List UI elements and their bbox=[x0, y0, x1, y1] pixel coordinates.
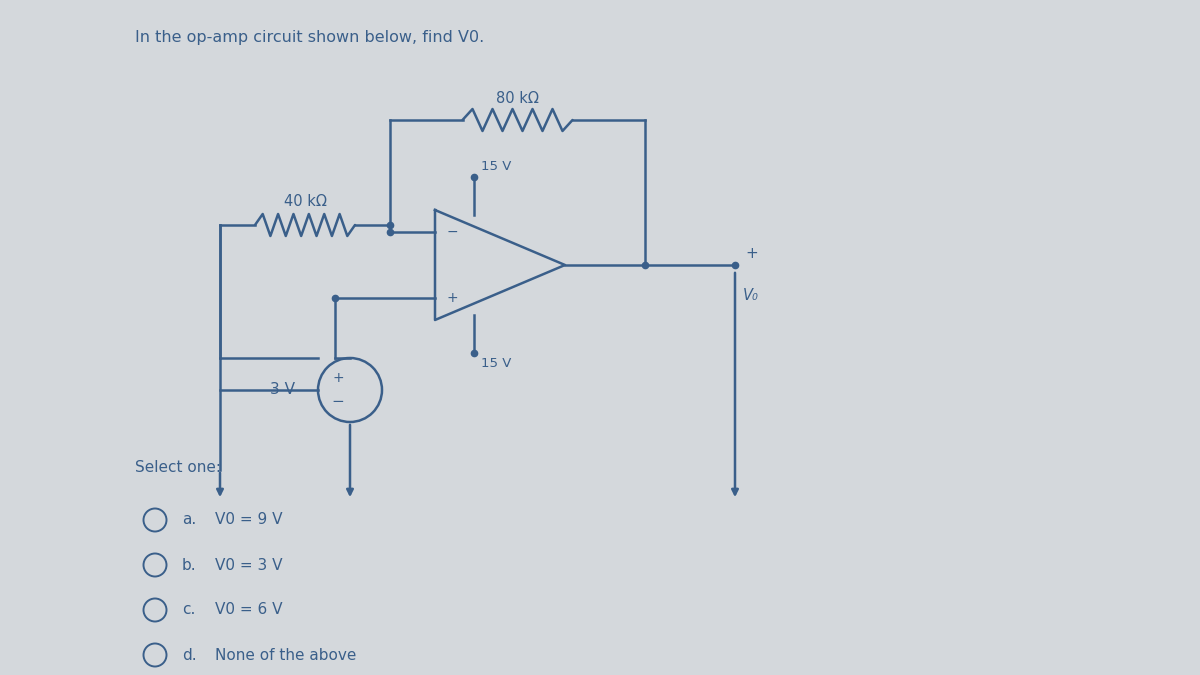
Text: −: − bbox=[446, 225, 458, 239]
Text: c.: c. bbox=[182, 603, 196, 618]
Text: +: + bbox=[745, 246, 757, 261]
Text: 40 kΩ: 40 kΩ bbox=[283, 194, 326, 209]
Text: V0 = 9 V: V0 = 9 V bbox=[215, 512, 282, 527]
Text: 15 V: 15 V bbox=[481, 160, 511, 173]
Text: −: − bbox=[331, 394, 344, 410]
Text: V₀: V₀ bbox=[743, 288, 758, 302]
Text: 80 kΩ: 80 kΩ bbox=[496, 91, 539, 106]
Text: +: + bbox=[446, 291, 458, 305]
Text: In the op-amp circuit shown below, find V0.: In the op-amp circuit shown below, find … bbox=[134, 30, 485, 45]
Text: 15 V: 15 V bbox=[481, 357, 511, 370]
Text: V0 = 3 V: V0 = 3 V bbox=[215, 558, 282, 572]
Text: +: + bbox=[332, 371, 344, 385]
Text: b.: b. bbox=[182, 558, 197, 572]
Text: V0 = 6 V: V0 = 6 V bbox=[215, 603, 282, 618]
Text: Select one:: Select one: bbox=[134, 460, 221, 475]
Text: None of the above: None of the above bbox=[215, 647, 356, 662]
Text: 3 V: 3 V bbox=[270, 383, 295, 398]
Text: d.: d. bbox=[182, 647, 197, 662]
Text: a.: a. bbox=[182, 512, 197, 527]
